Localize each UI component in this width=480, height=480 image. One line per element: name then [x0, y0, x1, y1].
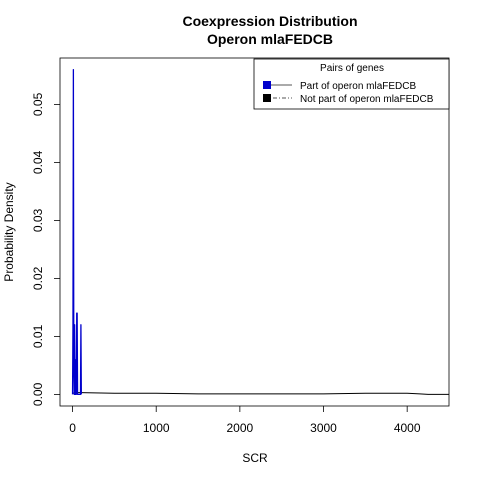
y-tick-label: 0.00: [31, 382, 45, 406]
x-tick-label: 2000: [227, 421, 254, 435]
chart-title: Coexpression Distribution: [182, 13, 357, 29]
plot-area: [71, 68, 449, 396]
legend-box: [253, 58, 450, 110]
legend-title: Pairs of genes: [320, 63, 384, 74]
axes: 0 1000 2000 3000 4000 0.00 0.01 0.02 0.03 0.04 0.0…: [31, 57, 450, 435]
y-tick-label: 0.05: [31, 92, 45, 116]
y-tick-label: 0.02: [31, 266, 45, 290]
legend-swatch-not-part: [263, 94, 271, 102]
legend: Pairs of genes Part of operon mlaFEDCB N…: [253, 58, 450, 110]
legend-swatch-part: [263, 81, 271, 89]
x-axis-title: SCR: [242, 451, 268, 465]
y-tick-label: 0.03: [31, 208, 45, 232]
plot-frame: [59, 57, 450, 407]
series-line-part-of-operon: [71, 68, 82, 396]
legend-label-not-part: Not part of operon mlaFEDCB: [300, 94, 434, 105]
legend-label-part: Part of operon mlaFEDCB: [300, 81, 416, 92]
y-tick-label: 0.04: [31, 150, 45, 174]
y-axis-title: Probability Density: [2, 182, 16, 281]
series-line-not-part-of-operon: [72, 392, 449, 395]
x-tick-label: 4000: [394, 421, 421, 435]
x-tick-label: 3000: [310, 421, 337, 435]
y-tick-label: 0.01: [31, 324, 45, 348]
x-tick-label: 0: [69, 421, 76, 435]
chart-subtitle: Operon mlaFEDCB: [207, 31, 333, 47]
x-tick-label: 1000: [143, 421, 170, 435]
